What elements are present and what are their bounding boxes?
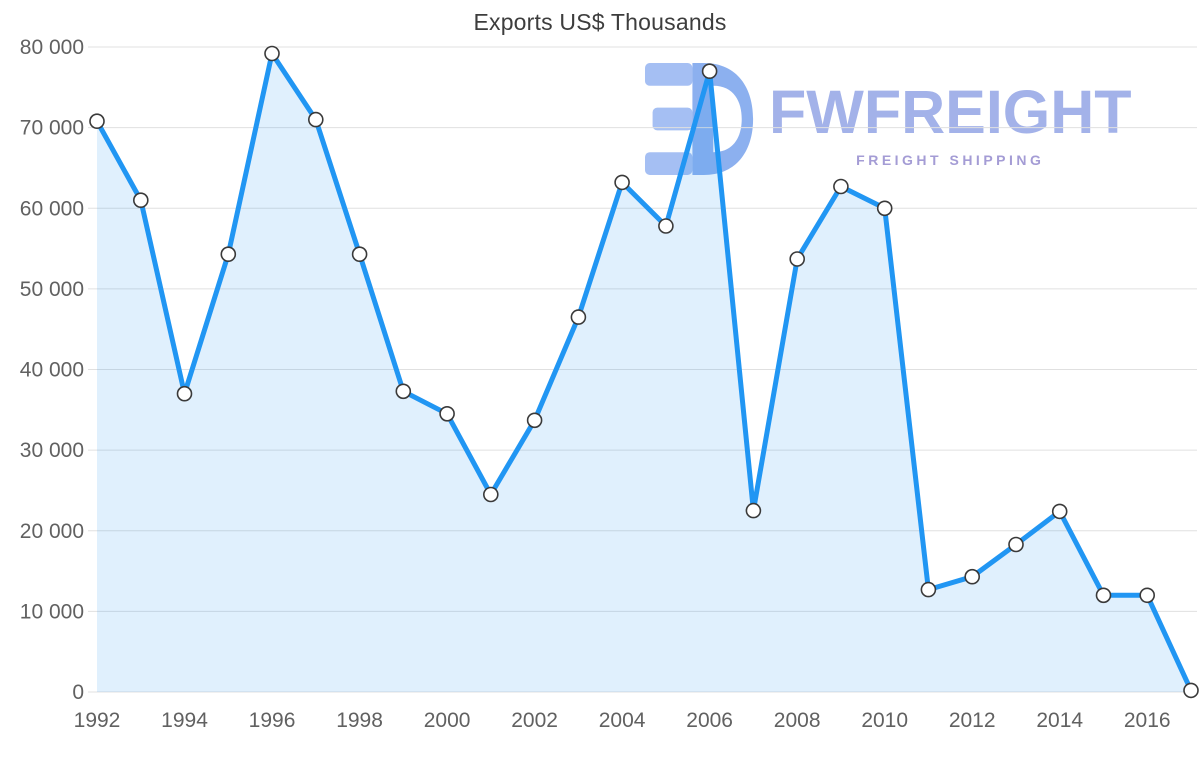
chart-title: Exports US$ Thousands [473,9,727,35]
data-point-marker [1183,682,1199,699]
x-tick-label: 1998 [336,709,383,732]
data-point-marker [351,246,368,262]
y-tick-label: 50 000 [20,278,84,301]
x-tick-label: 1994 [161,709,208,732]
x-tick-label: 2012 [949,709,996,732]
data-point-marker [614,174,630,191]
data-point-marker [307,111,324,128]
y-tick-label: 40 000 [20,359,84,382]
x-tick-label: 1996 [249,709,296,732]
y-tick-label: 10 000 [20,600,84,623]
x-tick-label: 2014 [1036,709,1083,732]
series-line [94,51,1194,693]
data-point-marker [745,502,762,519]
data-point-marker [482,486,499,503]
data-point-marker [439,405,455,422]
y-tick-label: 70 000 [20,117,84,140]
y-tick-label: 60 000 [20,197,84,220]
series-area [97,53,1191,692]
watermark-tagline: FREIGHT SHIPPING [856,152,1045,168]
data-point-marker [920,581,937,598]
data-point-marker [526,412,543,429]
watermark-brand: FWFREIGHT [769,78,1132,146]
data-point-marker [964,568,981,585]
data-point-marker [89,113,105,129]
data-point-marker [1139,587,1155,604]
data-point-marker [833,178,849,195]
data-point-marker [789,251,806,267]
x-tick-label: 2016 [1124,709,1171,732]
data-point-marker [1095,587,1112,604]
data-point-marker [264,45,280,62]
x-tick-label: 2006 [686,709,733,732]
logo-d-shape [692,63,754,175]
x-tick-label: 2010 [861,709,908,732]
brand-watermark: FWFREIGHT FREIGHT SHIPPING [645,60,1132,178]
data-point-marker [658,218,674,234]
data-point-marker [570,309,587,325]
brand-logo-icon [645,63,754,175]
data-point-marker [876,200,893,217]
y-tick-label: 30 000 [20,439,84,462]
y-tick-label: 0 [72,681,84,704]
data-point-marker [1051,503,1068,520]
y-tick-label: 80 000 [20,36,84,59]
x-tick-label: 2008 [774,709,821,732]
data-point-marker [133,192,149,208]
data-point-marker [176,385,193,402]
x-tick-label: 2004 [599,709,646,732]
y-tick-label: 20 000 [20,520,84,543]
x-tick-label: 2002 [511,709,558,732]
data-point-marker [1008,536,1024,553]
x-tick-label: 1992 [74,709,121,732]
watermark-text: FWFREIGHT FREIGHT SHIPPING [769,60,1132,169]
x-tick-label: 2000 [424,709,471,732]
data-point-marker [395,383,412,400]
data-point-marker [701,63,718,79]
data-point-marker [220,246,237,262]
